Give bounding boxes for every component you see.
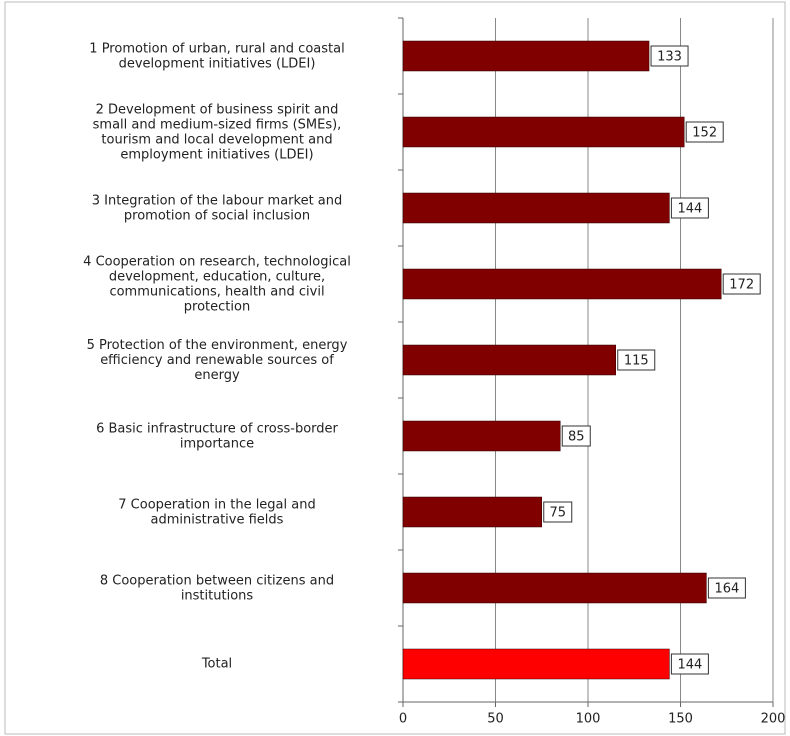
x-tick-label: 150 — [668, 712, 693, 727]
value-label-box — [670, 653, 709, 675]
value-label-box — [722, 273, 761, 295]
y-tick-label: 6 Basic infrastructure of cross-border im… — [96, 421, 338, 451]
bar — [402, 648, 670, 680]
value-label: 152 — [692, 126, 717, 141]
bar — [402, 572, 707, 604]
x-tick-label: 0 — [399, 712, 407, 727]
value-label: 133 — [657, 50, 682, 65]
bar — [402, 420, 561, 452]
y-tick-label: 1 Promotion of urban, rural and coastal d… — [89, 41, 344, 71]
bar — [402, 496, 542, 528]
bar — [402, 192, 670, 224]
value-label-box — [617, 349, 656, 371]
value-label-box — [543, 501, 573, 523]
value-label: 144 — [677, 202, 702, 217]
bar — [402, 268, 722, 300]
value-label-box — [650, 45, 689, 67]
y-tick-label: 2 Development of business spirit and smal… — [93, 102, 342, 162]
bar — [402, 116, 685, 148]
y-tick-label: 5 Protection of the environment, energy e… — [87, 338, 348, 383]
value-label: 115 — [624, 354, 649, 369]
bar — [402, 40, 650, 72]
value-label: 75 — [549, 506, 566, 521]
y-tick-label: Total — [201, 657, 232, 672]
bar — [402, 344, 616, 376]
value-label-box — [561, 425, 591, 447]
value-label-box — [670, 197, 709, 219]
y-tick-label: 3 Integration of the labour market and pr… — [92, 193, 343, 223]
y-tick-label: 7 Cooperation in the legal and administra… — [118, 497, 315, 527]
value-label: 144 — [677, 658, 702, 673]
value-label-box — [707, 577, 746, 599]
value-label: 172 — [729, 278, 754, 293]
x-tick-label: 200 — [761, 712, 786, 727]
x-tick-label: 100 — [576, 712, 601, 727]
y-tick-label: 4 Cooperation on research, technological… — [83, 254, 351, 314]
value-label: 164 — [714, 582, 739, 597]
frame — [4, 1, 786, 735]
value-label: 85 — [568, 430, 585, 445]
x-tick-label: 50 — [487, 712, 504, 727]
value-label-box — [685, 121, 724, 143]
y-tick-label: 8 Cooperation between citizens and instit… — [100, 573, 334, 603]
